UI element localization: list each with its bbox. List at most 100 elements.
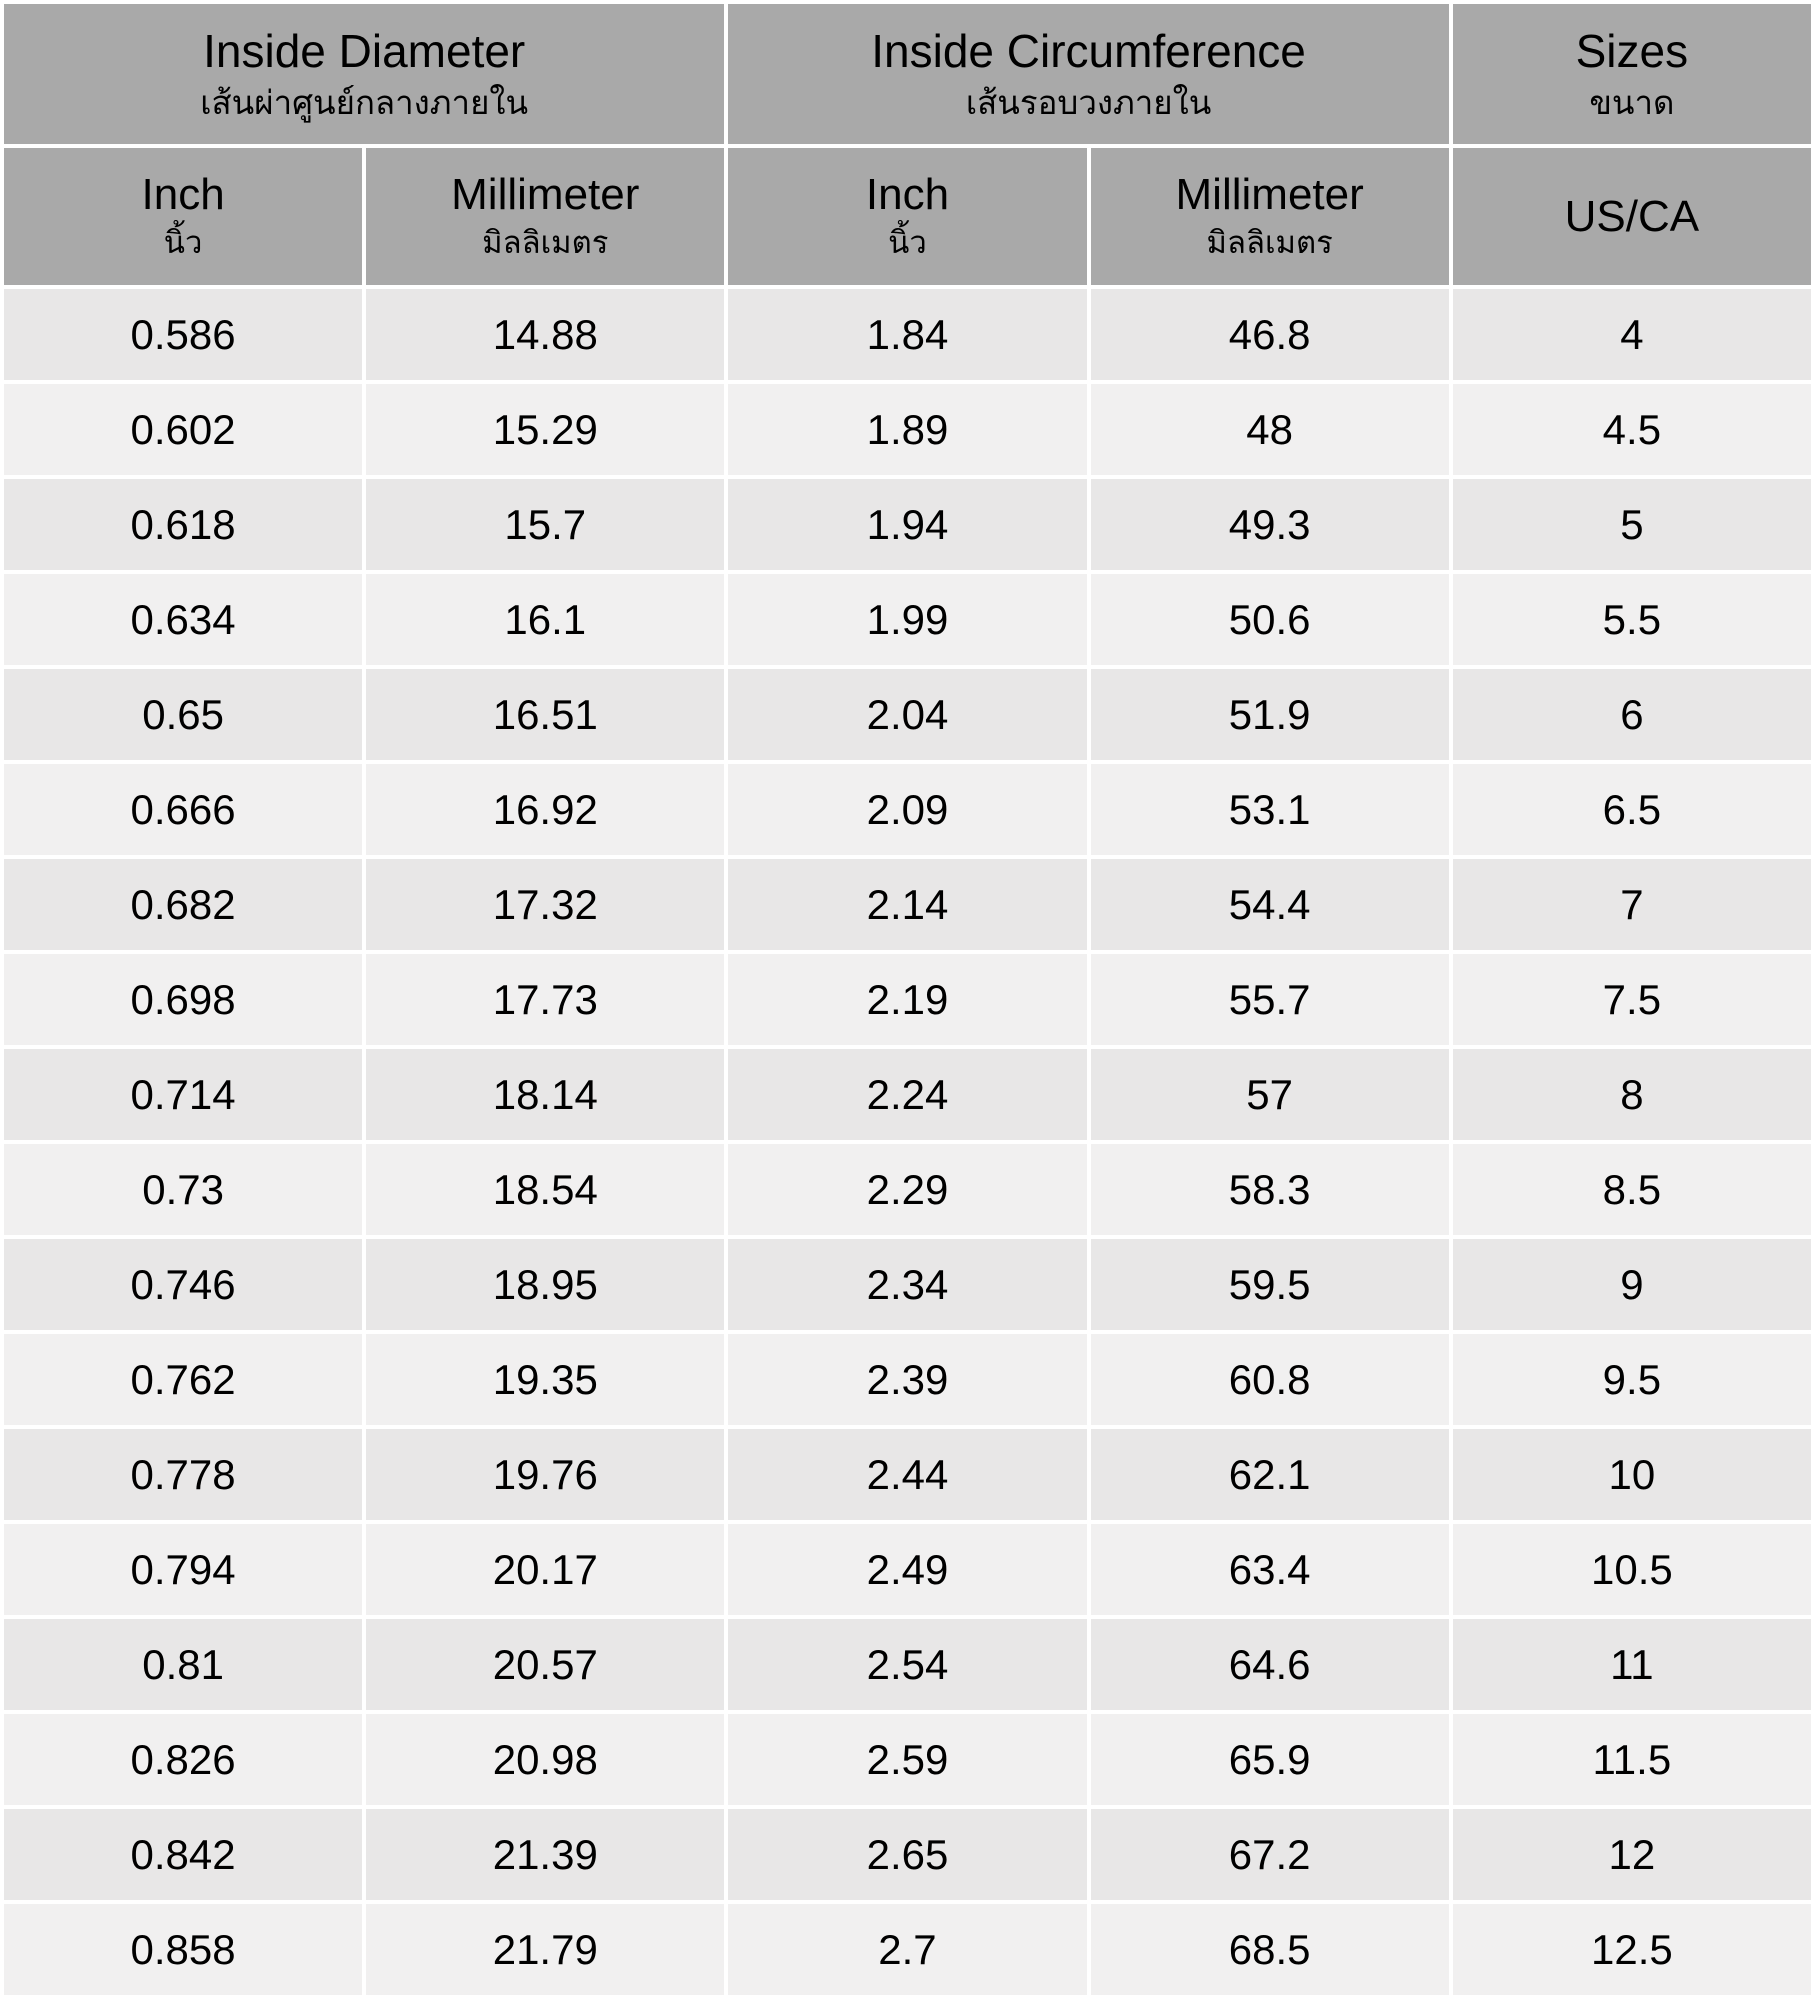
cell: 60.8 <box>1086 1330 1453 1429</box>
cell: 0.698 <box>0 950 367 1049</box>
cell: 16.1 <box>362 570 729 669</box>
cell: 2.44 <box>724 1425 1091 1524</box>
cell: 2.04 <box>724 665 1091 764</box>
table-row: 0.794 20.17 2.49 63.4 10.5 <box>0 1520 1815 1619</box>
cell: 58.3 <box>1086 1140 1453 1239</box>
cell: 2.19 <box>724 950 1091 1049</box>
cell: 15.7 <box>362 475 729 574</box>
cell: 2.09 <box>724 760 1091 859</box>
header-inside-diameter: Inside Diameter เส้นผ่าศูนย์กลางภายใน <box>0 0 729 148</box>
header-inside-diameter-th: เส้นผ่าศูนย์กลางภายใน <box>200 83 529 121</box>
cell: 15.29 <box>362 380 729 479</box>
cell: 2.54 <box>724 1615 1091 1714</box>
cell: 1.89 <box>724 380 1091 479</box>
cell: 0.858 <box>0 1900 367 1999</box>
cell: 0.826 <box>0 1710 367 1809</box>
cell: 19.35 <box>362 1330 729 1429</box>
col-header-circumference-millimeter: Millimeter มิลลิเมตร <box>1086 144 1453 289</box>
table-row: 0.73 18.54 2.29 58.3 8.5 <box>0 1140 1815 1239</box>
cell: 7 <box>1448 855 1815 954</box>
table-row: 0.714 18.14 2.24 57 8 <box>0 1045 1815 1144</box>
cell: 2.49 <box>724 1520 1091 1619</box>
table-row: 0.826 20.98 2.59 65.9 11.5 <box>0 1710 1815 1809</box>
col-header-diameter-millimeter-th: มิลลิเมตร <box>482 225 609 261</box>
cell: 9 <box>1448 1235 1815 1334</box>
cell: 67.2 <box>1086 1805 1453 1904</box>
col-header-diameter-millimeter: Millimeter มิลลิเมตร <box>362 144 729 289</box>
cell: 19.76 <box>362 1425 729 1524</box>
cell: 1.84 <box>724 285 1091 384</box>
cell: 5.5 <box>1448 570 1815 669</box>
table-row: 0.81 20.57 2.54 64.6 11 <box>0 1615 1815 1714</box>
cell: 2.14 <box>724 855 1091 954</box>
cell: 7.5 <box>1448 950 1815 1049</box>
header-inside-circumference-en: Inside Circumference <box>871 24 1306 77</box>
cell: 2.24 <box>724 1045 1091 1144</box>
cell: 0.682 <box>0 855 367 954</box>
cell: 2.34 <box>724 1235 1091 1334</box>
cell: 1.99 <box>724 570 1091 669</box>
cell: 0.794 <box>0 1520 367 1619</box>
cell: 0.842 <box>0 1805 367 1904</box>
cell: 0.666 <box>0 760 367 859</box>
col-header-circumference-inch-en: Inch <box>865 169 950 219</box>
cell: 4.5 <box>1448 380 1815 479</box>
header-sizes: Sizes ขนาด <box>1448 0 1815 148</box>
cell: 51.9 <box>1086 665 1453 764</box>
cell: 6 <box>1448 665 1815 764</box>
table-row: 0.666 16.92 2.09 53.1 6.5 <box>0 760 1815 859</box>
table-row: 0.698 17.73 2.19 55.7 7.5 <box>0 950 1815 1049</box>
col-header-circumference-millimeter-en: Millimeter <box>1175 169 1364 219</box>
cell: 21.39 <box>362 1805 729 1904</box>
cell: 0.602 <box>0 380 367 479</box>
cell: 62.1 <box>1086 1425 1453 1524</box>
col-header-circumference-inch: Inch นิ้ว <box>724 144 1091 289</box>
cell: 46.8 <box>1086 285 1453 384</box>
cell: 17.32 <box>362 855 729 954</box>
cell: 20.98 <box>362 1710 729 1809</box>
table-row: 0.778 19.76 2.44 62.1 10 <box>0 1425 1815 1524</box>
cell: 54.4 <box>1086 855 1453 954</box>
col-header-usca-label: US/CA <box>1564 191 1700 241</box>
cell: 0.73 <box>0 1140 367 1239</box>
cell: 2.59 <box>724 1710 1091 1809</box>
table-body: 0.586 14.88 1.84 46.8 4 0.602 15.29 1.89 48 4.5 0.… <box>0 285 1815 1999</box>
cell: 48 <box>1086 380 1453 479</box>
cell: 14.88 <box>362 285 729 384</box>
cell: 2.65 <box>724 1805 1091 1904</box>
cell: 64.6 <box>1086 1615 1453 1714</box>
table-row: 0.586 14.88 1.84 46.8 4 <box>0 285 1815 384</box>
group-header-row: Inside Diameter เส้นผ่าศูนย์กลางภายใน In… <box>0 0 1815 148</box>
cell: 12 <box>1448 1805 1815 1904</box>
cell: 0.81 <box>0 1615 367 1714</box>
cell: 9.5 <box>1448 1330 1815 1429</box>
cell: 53.1 <box>1086 760 1453 859</box>
cell: 57 <box>1086 1045 1453 1144</box>
cell: 5 <box>1448 475 1815 574</box>
header-sizes-en: Sizes <box>1575 24 1689 77</box>
cell: 8 <box>1448 1045 1815 1144</box>
cell: 0.762 <box>0 1330 367 1429</box>
cell: 18.54 <box>362 1140 729 1239</box>
table-row: 0.602 15.29 1.89 48 4.5 <box>0 380 1815 479</box>
cell: 59.5 <box>1086 1235 1453 1334</box>
col-header-diameter-inch: Inch นิ้ว <box>0 144 367 289</box>
cell: 16.51 <box>362 665 729 764</box>
header-inside-circumference: Inside Circumference เส้นรอบวงภายใน <box>724 0 1453 148</box>
cell: 10.5 <box>1448 1520 1815 1619</box>
cell: 21.79 <box>362 1900 729 1999</box>
table-row: 0.682 17.32 2.14 54.4 7 <box>0 855 1815 954</box>
cell: 0.618 <box>0 475 367 574</box>
cell: 4 <box>1448 285 1815 384</box>
cell: 20.17 <box>362 1520 729 1619</box>
cell: 2.39 <box>724 1330 1091 1429</box>
table-row: 0.634 16.1 1.99 50.6 5.5 <box>0 570 1815 669</box>
cell: 18.95 <box>362 1235 729 1334</box>
cell: 0.65 <box>0 665 367 764</box>
col-header-diameter-inch-en: Inch <box>141 169 225 219</box>
cell: 68.5 <box>1086 1900 1453 1999</box>
cell: 8.5 <box>1448 1140 1815 1239</box>
cell: 55.7 <box>1086 950 1453 1049</box>
cell: 11.5 <box>1448 1710 1815 1809</box>
cell: 20.57 <box>362 1615 729 1714</box>
